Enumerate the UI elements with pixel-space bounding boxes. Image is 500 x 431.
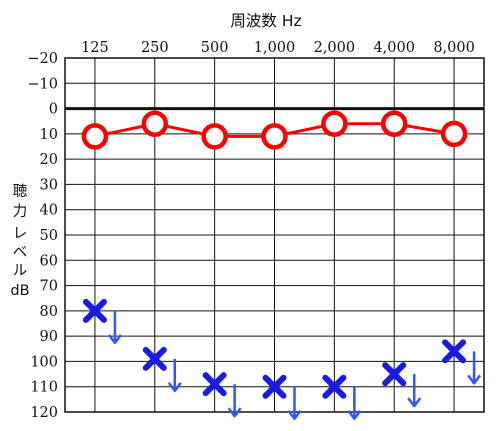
y-tick-label: 10 [40,127,58,143]
series-1-point [201,123,228,150]
series-1-point [380,110,408,137]
series-2-point [442,339,482,385]
x-tick-label: 125 [81,40,109,56]
down-arrow-head [107,334,122,345]
down-arrow-head [407,397,422,408]
x-tick-label: 8,000 [433,40,475,56]
cross-stroke [322,374,347,399]
y-tick-label: 30 [40,177,58,193]
y-tick-label: 20 [40,152,58,168]
y-tick-labels: −20 −10 0 10 20 30 40 50 60 70 80 90 100 110 120 [27,51,58,421]
y-tick-label: 60 [40,253,58,269]
y-tick-label: −20 [27,51,58,67]
x-tick-label: 2,000 [314,40,356,56]
y-tick-label: 80 [40,304,58,320]
down-arrow-head [167,382,182,393]
cross-stroke [142,346,167,371]
y-axis-label-char: dB [10,283,29,299]
series [81,110,482,420]
chart-title: 周波数 Hz [230,12,301,30]
y-axis-label-char: レ [13,226,28,242]
y-axis-label-char: 力 [13,203,28,220]
cross-stroke [82,298,107,323]
y-tick-label: 50 [40,228,58,244]
down-arrow-head [347,409,362,420]
cross-stroke [382,362,407,387]
series-1-point [141,110,169,137]
series-2-point [202,372,242,418]
y-tick-label: 0 [49,102,58,118]
x-tick-labels: 125 250 500 1,000 2,000 4,000 8,000 [81,40,475,56]
series-2-point [382,362,422,408]
series-1-point [321,110,348,137]
y-tick-label: 100 [30,354,58,370]
x-tick-label: 4,000 [373,40,415,56]
cross-stroke [262,374,287,399]
down-arrow-head [227,407,242,418]
y-tick-label: 70 [40,279,58,295]
y-tick-label: 110 [30,380,58,396]
y-axis-label-char: ベ [13,245,28,261]
y-tick-label: −10 [27,76,58,92]
cross-stroke [442,339,467,364]
x-tick-label: 1,000 [254,40,296,56]
y-tick-label: 120 [30,405,58,421]
plot-frame [64,57,485,413]
series-2-point [82,298,122,345]
x-tick-label: 250 [141,40,169,56]
y-axis-label-char: 聴 [13,183,28,200]
series-1-point [440,120,468,148]
series-1-point [261,123,288,150]
y-axis-label-char: ル [13,263,28,279]
down-arrow-head [467,374,482,385]
series-2-point [262,374,302,420]
grid [64,57,485,413]
y-tick-label: 90 [40,329,58,345]
series-2-point [142,346,182,393]
down-arrow-head [287,409,302,420]
y-tick-label: 40 [40,203,58,219]
x-tick-label: 500 [201,40,229,56]
series-2-point [322,374,362,420]
series-1-point [81,123,109,150]
cross-stroke [202,372,227,397]
